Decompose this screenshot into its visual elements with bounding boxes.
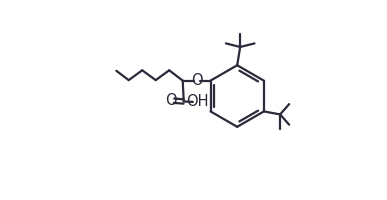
Text: O: O — [191, 73, 203, 88]
Text: O: O — [166, 93, 177, 108]
Text: OH: OH — [186, 94, 209, 109]
